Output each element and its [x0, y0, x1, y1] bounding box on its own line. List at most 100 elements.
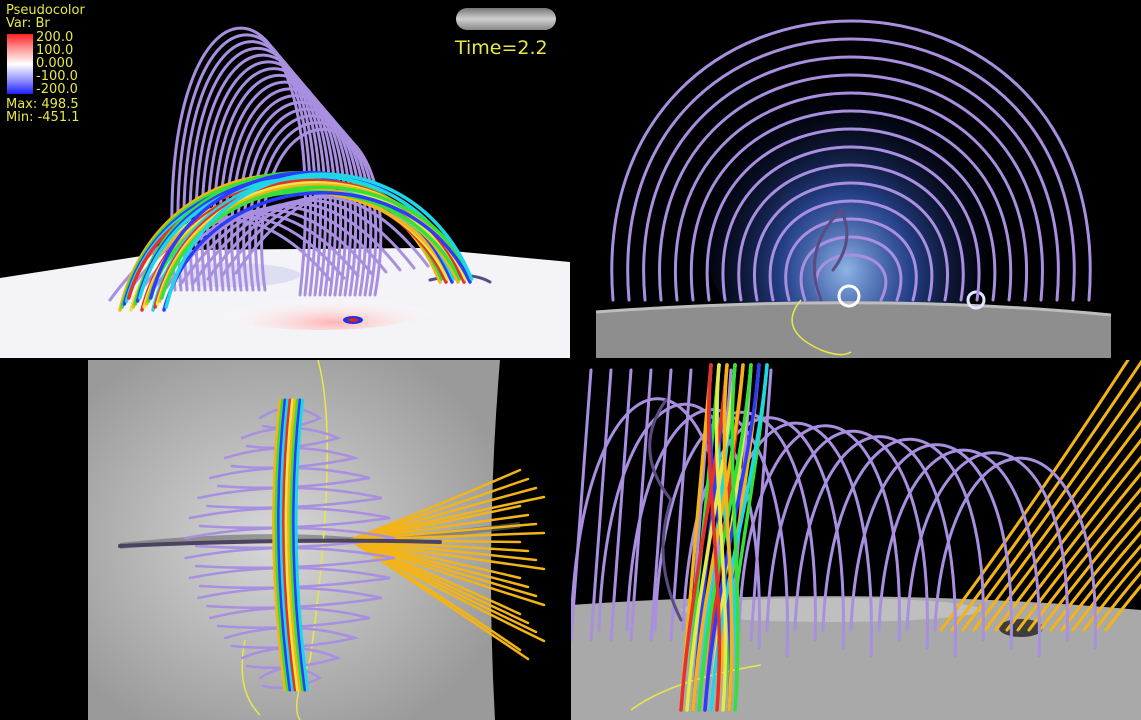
field-line — [994, 437, 1141, 632]
field-line — [749, 368, 773, 642]
field-line — [184, 546, 395, 570]
flux-rope-strand — [697, 363, 753, 712]
colorbar-tick: 200.0 — [36, 30, 74, 45]
field-line — [1104, 583, 1141, 632]
flux-rope-strand — [274, 398, 289, 692]
field-line — [649, 368, 673, 642]
field-line — [961, 380, 1141, 632]
field-line — [571, 368, 593, 642]
field-line — [197, 586, 382, 610]
field-line — [610, 19, 1092, 302]
flux-rope-strand — [706, 363, 722, 712]
field-line — [188, 566, 391, 590]
field-line — [258, 666, 323, 689]
legend-min: Min: -451.1 — [6, 110, 80, 125]
field-line — [737, 163, 965, 302]
view-top-left[interactable]: Pseudocolor Var: Br 200.0 100.0 0.000 -1… — [0, 0, 570, 358]
field-line — [626, 37, 1076, 302]
flux-rope-strand — [146, 189, 462, 303]
flux-rope-strand — [294, 398, 309, 692]
view-top-right[interactable] — [571, 0, 1141, 358]
field-line — [240, 646, 342, 670]
flux-rope-strand — [277, 398, 292, 692]
colorbar-tick: 100.0 — [36, 43, 74, 58]
flux-rope-top-view — [88, 360, 546, 720]
field-line — [721, 145, 981, 302]
flux-rope-strand — [160, 185, 471, 300]
field-line — [182, 40, 317, 297]
arcade-side-view — [595, 19, 1112, 358]
flux-rope-strand — [287, 398, 302, 692]
flux-rope-strand — [685, 363, 737, 712]
field-line — [170, 26, 307, 297]
time-slider-handle[interactable] — [456, 8, 556, 30]
flux-rope-strand — [703, 363, 761, 712]
field-line — [648, 398, 683, 622]
field-line — [793, 435, 957, 658]
flux-rope-strand — [272, 398, 287, 692]
flux-rope-strand — [164, 172, 474, 309]
field-line — [768, 199, 934, 302]
flux-rope-strand — [722, 363, 734, 712]
field-line — [705, 127, 997, 302]
field-line — [905, 451, 1069, 642]
field-line — [1093, 570, 1141, 632]
legend-max: Max: 498.5 — [6, 97, 79, 112]
flux-rope-strand — [279, 398, 294, 692]
field-line — [983, 419, 1141, 632]
legend-title: Pseudocolor — [6, 3, 85, 18]
field-line — [597, 402, 761, 650]
field-line — [939, 360, 1130, 632]
field-line — [1049, 515, 1141, 632]
field-line — [1060, 529, 1141, 632]
field-line — [673, 91, 1029, 302]
colorbar-tick: -100.0 — [36, 69, 78, 84]
photosphere-surface — [596, 302, 1111, 358]
legend-variable: Var: Br — [6, 16, 50, 31]
pseudocolor-legend: Pseudocolor Var: Br 200.0 100.0 0.000 -1… — [6, 4, 85, 124]
flux-rope-strand — [691, 363, 745, 712]
field-line — [209, 606, 371, 630]
field-line — [753, 181, 949, 302]
colorbar-tick: -200.0 — [36, 82, 78, 97]
field-line — [176, 33, 312, 297]
field-line — [972, 400, 1141, 632]
field-line — [933, 456, 1097, 650]
field-line — [658, 73, 1044, 302]
field-line — [184, 526, 395, 550]
flux-rope-strand — [289, 398, 304, 692]
field-line — [689, 109, 1013, 302]
field-line — [1038, 501, 1141, 632]
field-line — [1027, 486, 1141, 632]
field-line — [821, 437, 985, 642]
field-line — [669, 368, 693, 642]
field-line — [609, 368, 633, 642]
time-label: Time=2.2 — [455, 37, 548, 59]
flux-rope-strand — [282, 398, 297, 692]
colorbar — [7, 34, 33, 94]
field-line — [223, 626, 360, 650]
flux-rope-perspective-view — [571, 360, 1141, 720]
flux-rope-strand — [284, 398, 299, 692]
field-line — [765, 429, 929, 650]
view-bottom-left[interactable] — [0, 360, 570, 720]
field-line — [784, 217, 918, 302]
flux-rope-strand — [292, 398, 307, 692]
flux-rope-strand — [679, 363, 729, 712]
field-line — [812, 207, 849, 302]
view-bottom-right[interactable] — [571, 360, 1141, 720]
colorbar-tick: 0.000 — [36, 56, 74, 71]
flux-rope-strand — [709, 363, 769, 712]
field-line — [589, 368, 613, 642]
flux-rope-strand — [730, 363, 740, 712]
field-line — [877, 448, 1041, 658]
field-line — [629, 368, 653, 642]
flux-rope-strand — [162, 191, 472, 312]
field-line — [1082, 556, 1141, 632]
flux-rope-strand — [714, 363, 728, 712]
field-line — [799, 235, 903, 302]
field-line — [1016, 471, 1141, 632]
field-line — [1005, 454, 1141, 632]
field-line — [642, 55, 1060, 302]
field-line — [1071, 543, 1141, 632]
